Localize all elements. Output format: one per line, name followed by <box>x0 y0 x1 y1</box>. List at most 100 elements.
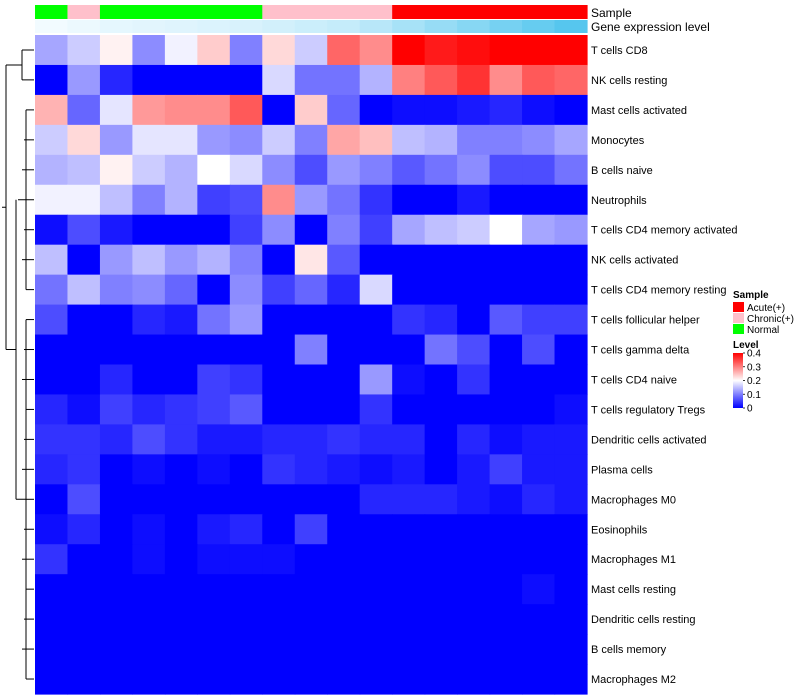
annotation-label-expression: Gene expression level <box>591 20 710 34</box>
heatmap-cell <box>67 35 101 66</box>
sample-annotation-cell <box>35 5 69 19</box>
heatmap-cell <box>554 124 588 156</box>
heatmap-cell <box>164 664 198 695</box>
heatmap-cell <box>522 664 556 695</box>
heatmap-cell <box>67 64 101 96</box>
heatmap-cell <box>554 304 588 336</box>
heatmap-cell <box>359 64 393 96</box>
heatmap-cell <box>392 664 426 695</box>
heatmap-cell <box>359 394 393 425</box>
heatmap-cell <box>554 664 588 695</box>
heatmap-cell <box>359 244 393 276</box>
heatmap-cell <box>359 274 393 306</box>
heatmap-cell <box>132 274 166 306</box>
heatmap-cell <box>294 274 328 306</box>
heatmap-cell <box>132 364 166 396</box>
heatmap-cell <box>327 274 361 306</box>
heatmap-cell <box>327 574 361 605</box>
row-dendrogram <box>2 49 34 680</box>
row-label: Plasma cells <box>591 464 653 476</box>
heatmap-cell <box>132 634 166 665</box>
heatmap-cell <box>262 604 296 635</box>
heatmap-cell <box>327 604 361 635</box>
heatmap-cell <box>229 274 263 306</box>
heatmap-cell <box>197 94 231 126</box>
heatmap-cell <box>424 664 458 695</box>
heatmap-cell <box>522 35 556 66</box>
heatmap-cell <box>99 394 134 425</box>
heatmap-cell <box>327 214 361 246</box>
heatmap-cell <box>294 544 328 575</box>
heatmap-cell <box>327 154 361 186</box>
heatmap-cell <box>457 244 491 276</box>
heatmap-cell <box>197 304 231 336</box>
heatmap-cell <box>99 334 134 366</box>
heatmap-cell <box>359 484 393 515</box>
heatmap-cell <box>132 514 166 545</box>
expression-annotation-cell <box>522 20 556 33</box>
level-tick-label: 0.1 <box>747 390 761 401</box>
heatmap-cell <box>35 604 69 635</box>
heatmap-cell <box>522 244 556 276</box>
row-label: NK cells activated <box>591 255 678 267</box>
heatmap-cell <box>229 364 263 396</box>
heatmap-cell <box>197 664 231 695</box>
dendrogram-branch <box>21 49 34 81</box>
heatmap-cell <box>197 544 231 575</box>
row-label: Eosinophils <box>591 524 648 536</box>
sample-legend-swatch <box>733 313 744 323</box>
heatmap-cell <box>489 364 523 396</box>
heatmap-cell <box>294 244 328 276</box>
heatmap-cell <box>359 94 393 126</box>
heatmap-cell <box>294 184 328 216</box>
heatmap-cell <box>67 274 101 306</box>
heatmap-cell <box>99 274 134 306</box>
row-label: T cells gamma delta <box>591 345 690 357</box>
heatmap-cell <box>294 514 328 545</box>
heatmap-cell <box>457 124 491 156</box>
expression-annotation-cell <box>262 20 296 33</box>
heatmap-cell <box>457 544 491 575</box>
heatmap-cell <box>424 424 458 455</box>
row-label: Macrophages M2 <box>591 674 676 686</box>
heatmap-cell <box>392 364 426 396</box>
heatmap-cell <box>424 514 458 545</box>
heatmap-cell <box>489 64 523 96</box>
heatmap-cell <box>132 64 166 96</box>
expression-annotation-cell <box>457 20 491 33</box>
heatmap-cell <box>522 544 556 575</box>
heatmap-cell <box>359 334 393 366</box>
heatmap-cell <box>359 604 393 635</box>
heatmap-cell <box>99 634 134 665</box>
heatmap-cell <box>294 94 328 126</box>
row-label: Mast cells activated <box>591 105 687 117</box>
heatmap-cell <box>262 124 296 156</box>
heatmap-cell <box>327 424 361 455</box>
heatmap-cell <box>327 35 361 66</box>
sample-annotation-cell <box>424 5 458 19</box>
heatmap-cell <box>554 604 588 635</box>
heatmap-cell <box>294 154 328 186</box>
expression-annotation-cell <box>67 20 101 33</box>
heatmap-cell <box>132 214 166 246</box>
sample-legend: Sample Acute(+)Chronic(+)Normal <box>733 290 794 336</box>
heatmap-cell <box>99 574 134 605</box>
heatmap-cell <box>457 664 491 695</box>
heatmap-cell <box>424 574 458 605</box>
heatmap-cell <box>554 544 588 575</box>
sample-annotation-cell <box>164 5 198 19</box>
heatmap-cell <box>522 424 556 455</box>
expression-annotation-cell <box>359 20 393 33</box>
heatmap-cell <box>489 94 523 126</box>
heatmap-cell <box>132 304 166 336</box>
sample-annotation-bar <box>35 5 588 19</box>
sample-annotation-cell <box>67 5 101 19</box>
heatmap-cell <box>67 604 101 635</box>
heatmap-cell <box>489 424 523 455</box>
sample-legend-swatch <box>733 302 744 312</box>
heatmap-cell <box>132 154 166 186</box>
heatmap-cell <box>67 94 101 126</box>
expression-annotation-cell <box>35 20 69 33</box>
heatmap-cell <box>554 574 588 605</box>
heatmap-cell <box>197 604 231 635</box>
